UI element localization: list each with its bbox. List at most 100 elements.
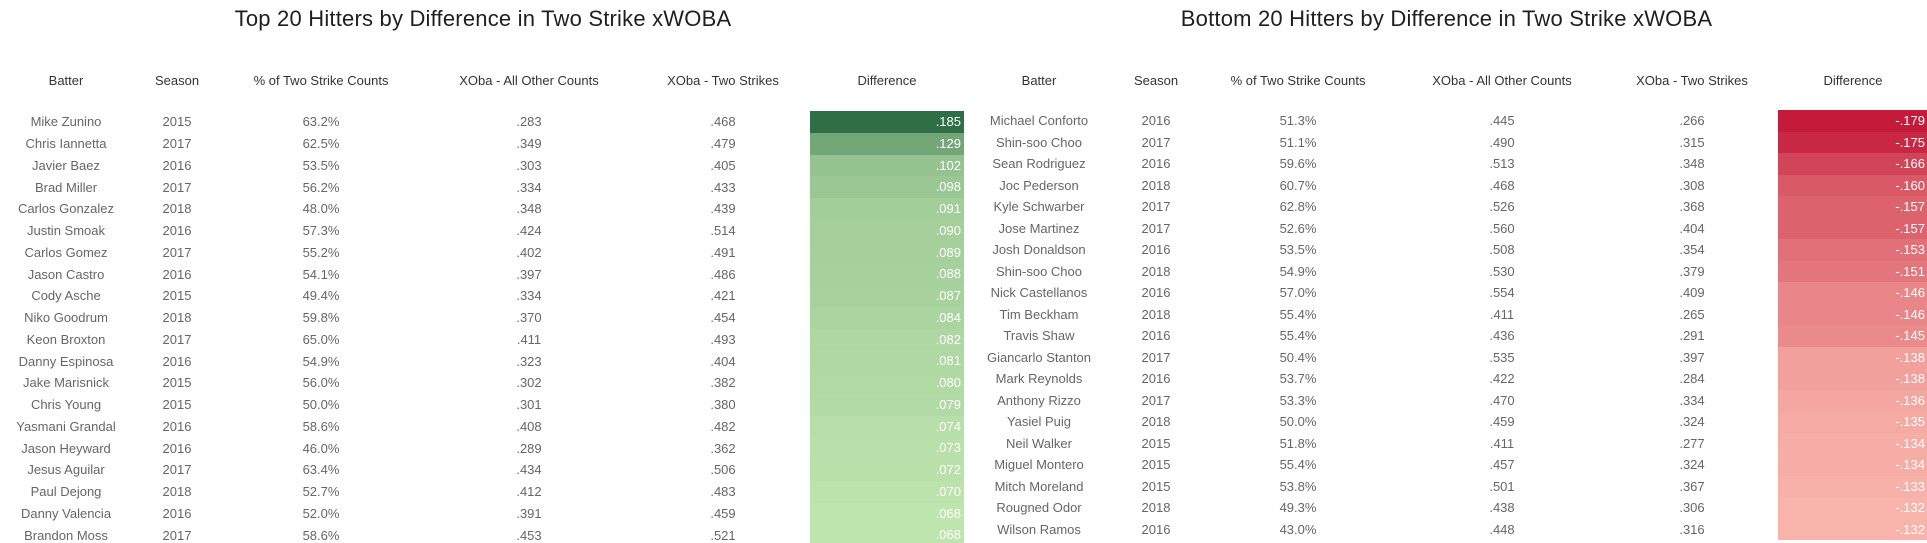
cell-xoba-other: .501 (1489, 478, 1515, 494)
cell-season: 2017 (1141, 199, 1171, 215)
cell-batter: Mitch Moreland (994, 478, 1084, 494)
cell-pct-two-strike: 54.9% (302, 353, 340, 369)
cell-pct-two-strike: 59.8% (302, 310, 340, 326)
cell-batter: Chris Iannetta (25, 136, 107, 152)
cell-batter: Neil Walker (1006, 435, 1072, 451)
cell-xoba-other: .289 (516, 440, 542, 456)
cell-pct-two-strike: 53.5% (1279, 242, 1317, 258)
cell-xoba-two-strike: .521 (710, 527, 736, 543)
cell-xoba-two-strike: .348 (1679, 156, 1705, 172)
cell-pct-two-strike: 53.7% (1279, 371, 1317, 387)
cell-batter: Travis Shaw (1003, 328, 1075, 344)
cell-pct-two-strike: 62.5% (302, 136, 340, 152)
cell-batter: Niko Goodrum (24, 310, 108, 326)
cell-season: 2017 (1141, 349, 1171, 365)
cell-pct-two-strike: 65.0% (302, 331, 340, 347)
cell-batter: Rougned Odor (996, 500, 1082, 516)
cell-xoba-other: .470 (1489, 392, 1515, 408)
cell-difference: .098 (810, 176, 964, 198)
cell-season: 2017 (1141, 134, 1171, 150)
cell-batter: Mark Reynolds (995, 371, 1083, 387)
cell-difference: .185 (810, 111, 964, 133)
cell-xoba-two-strike: .316 (1679, 521, 1705, 537)
cell-xoba-two-strike: .291 (1679, 328, 1705, 344)
cell-xoba-two-strike: .482 (710, 418, 736, 434)
cell-xoba-two-strike: .439 (710, 201, 736, 217)
cell-pct-two-strike: 53.5% (302, 157, 340, 173)
cell-batter: Kyle Schwarber (993, 199, 1085, 215)
cell-season: 2016 (162, 505, 192, 521)
cell-season: 2018 (1141, 306, 1171, 322)
cell-batter: Javier Baez (32, 157, 100, 173)
cell-batter: Anthony Rizzo (997, 392, 1081, 408)
cell-xoba-other: .438 (1489, 500, 1515, 516)
cell-difference: -.146 (1778, 282, 1927, 304)
cell-season: 2016 (162, 440, 192, 456)
column-header-xoba-two-strike: XOba - Two Strikes (667, 73, 779, 88)
cell-difference: .082 (810, 328, 964, 351)
cell-difference: -.138 (1778, 368, 1927, 390)
cell-season: 2017 (162, 527, 192, 543)
cell-pct-two-strike: 54.9% (1279, 263, 1317, 279)
cell-difference: .073 (810, 437, 964, 459)
cell-xoba-other: .445 (1489, 113, 1515, 129)
cell-difference: .090 (810, 219, 964, 242)
cell-pct-two-strike: 49.4% (302, 288, 340, 304)
cell-xoba-two-strike: .421 (710, 288, 736, 304)
cell-xoba-two-strike: .397 (1679, 349, 1705, 365)
cell-batter: Jesus Aguilar (27, 462, 105, 478)
cell-season: 2016 (1141, 328, 1171, 344)
cell-difference: .088 (810, 263, 964, 285)
cell-pct-two-strike: 55.2% (302, 244, 340, 260)
cell-xoba-other: .370 (516, 310, 542, 326)
cell-season: 2015 (162, 397, 192, 413)
cell-pct-two-strike: 50.4% (1279, 349, 1317, 365)
cell-xoba-two-strike: .454 (710, 310, 736, 326)
cell-xoba-two-strike: .284 (1679, 371, 1705, 387)
cell-xoba-two-strike: .277 (1679, 435, 1705, 451)
cell-xoba-two-strike: .405 (710, 157, 736, 173)
cell-xoba-two-strike: .459 (710, 505, 736, 521)
cell-batter: Danny Valencia (20, 505, 112, 521)
cell-xoba-other: .408 (516, 418, 542, 434)
cell-pct-two-strike: 51.8% (1279, 435, 1317, 451)
cell-pct-two-strike: 52.0% (302, 505, 340, 521)
cell-pct-two-strike: 58.6% (302, 418, 340, 434)
cell-difference: -.136 (1778, 389, 1927, 411)
cell-batter: Miguel Montero (994, 457, 1084, 473)
cell-difference: .080 (810, 372, 964, 394)
cell-xoba-two-strike: .362 (710, 440, 736, 456)
cell-season: 2016 (1141, 285, 1171, 301)
cell-season: 2017 (1141, 220, 1171, 236)
cell-xoba-other: .424 (516, 223, 542, 239)
cell-difference: .129 (810, 132, 964, 155)
column-header-xoba-other: XOba - All Other Counts (459, 73, 599, 88)
cell-xoba-two-strike: .404 (1679, 220, 1705, 236)
cell-pct-two-strike: 58.6% (302, 527, 340, 543)
cell-difference: -.145 (1778, 325, 1927, 347)
column-header-xoba-two-strike: XOba - Two Strikes (1636, 73, 1748, 88)
cell-pct-two-strike: 52.7% (302, 484, 340, 500)
cell-xoba-two-strike: .368 (1679, 199, 1705, 215)
cell-xoba-other: .302 (516, 375, 542, 391)
cell-pct-two-strike: 59.6% (1279, 156, 1317, 172)
cell-xoba-two-strike: .491 (710, 244, 736, 260)
cell-batter: Brad Miller (34, 179, 98, 195)
cell-batter: Yasiel Puig (1006, 414, 1072, 430)
cell-batter: Cody Asche (31, 288, 101, 304)
cell-season: 2015 (1141, 457, 1171, 473)
cell-pct-two-strike: 49.3% (1279, 500, 1317, 516)
cell-xoba-two-strike: .324 (1679, 414, 1705, 430)
cell-season: 2017 (162, 244, 192, 260)
cell-batter: Paul Dejong (30, 484, 102, 500)
cell-xoba-two-strike: .265 (1679, 306, 1705, 322)
cell-season: 2018 (162, 310, 192, 326)
column-header-difference: Difference (857, 73, 917, 88)
cell-pct-two-strike: 46.0% (302, 440, 340, 456)
cell-season: 2017 (1141, 392, 1171, 408)
cell-season: 2016 (1141, 371, 1171, 387)
cell-xoba-two-strike: .380 (710, 397, 736, 413)
cell-xoba-two-strike: .334 (1679, 392, 1705, 408)
cell-xoba-other: .436 (1489, 328, 1515, 344)
